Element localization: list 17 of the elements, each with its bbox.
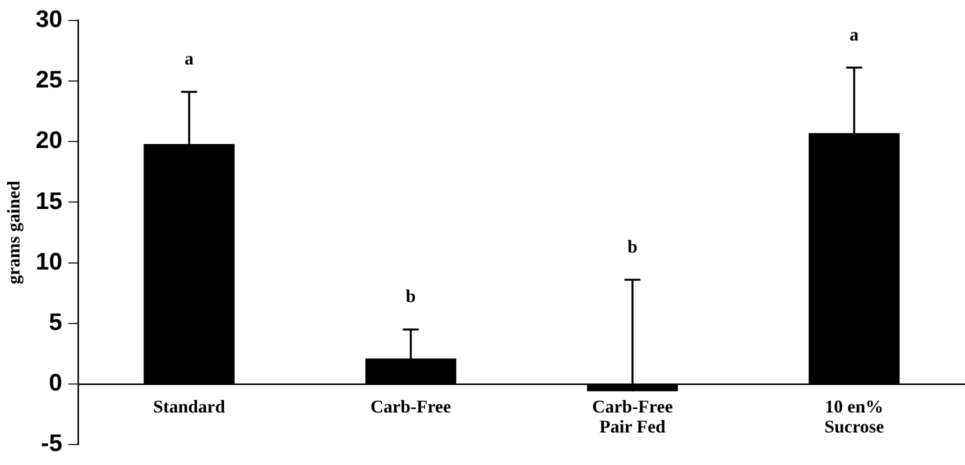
y-tick-label: 30 [36, 6, 62, 34]
annotation: a [850, 24, 859, 44]
annotation: b [406, 286, 416, 306]
y-tick-label: 15 [36, 188, 62, 215]
x-tick-label: Standard [153, 396, 226, 417]
annotation: a [184, 48, 194, 69]
annotation: b [627, 236, 638, 256]
x-tick-label: Carb-Free [370, 396, 452, 417]
y-tick-label: 5 [48, 309, 62, 336]
x-tick-label: Carb-Free Pair Fed [592, 396, 673, 436]
y-tick-label: 20 [36, 127, 62, 154]
y-tick-label: -5 [40, 430, 62, 458]
y-tick-label: 25 [36, 66, 62, 94]
y-tick-label: 10 [36, 248, 62, 276]
x-tick-label: 10 en% Sucrose [824, 396, 884, 436]
y-tick-label: 0 [48, 370, 62, 397]
y-axis-title: grams gained [3, 180, 24, 284]
